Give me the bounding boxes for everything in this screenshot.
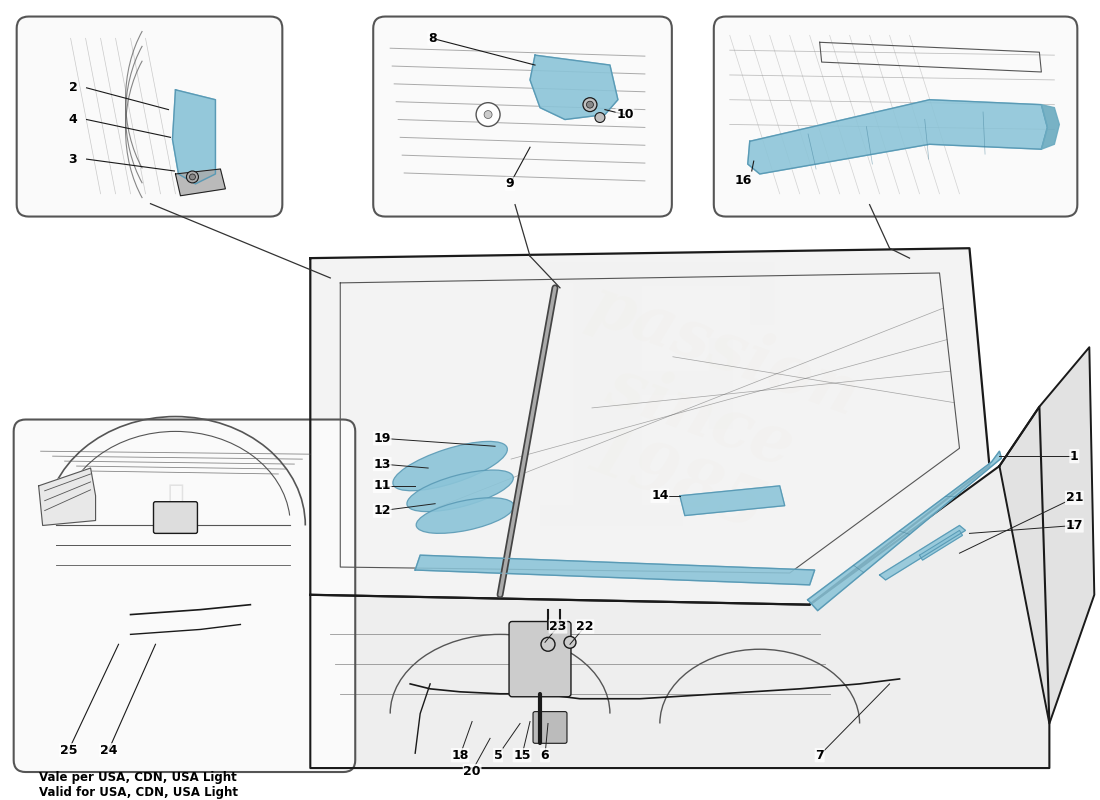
Text: 23: 23 [549, 620, 566, 633]
Circle shape [476, 102, 501, 126]
FancyBboxPatch shape [154, 502, 197, 534]
Circle shape [187, 171, 198, 183]
Text: 1: 1 [1070, 450, 1079, 462]
FancyBboxPatch shape [16, 17, 283, 217]
Polygon shape [176, 169, 226, 196]
Text: 18: 18 [451, 749, 469, 762]
Polygon shape [310, 406, 1049, 768]
Text: 10: 10 [616, 108, 634, 121]
FancyBboxPatch shape [13, 419, 355, 772]
FancyBboxPatch shape [373, 17, 672, 217]
FancyBboxPatch shape [534, 712, 566, 743]
Circle shape [189, 174, 196, 180]
Circle shape [541, 638, 556, 651]
Text: 8: 8 [428, 32, 437, 45]
Ellipse shape [393, 442, 507, 490]
Ellipse shape [416, 498, 514, 534]
Ellipse shape [407, 470, 514, 512]
FancyBboxPatch shape [509, 622, 571, 697]
Polygon shape [680, 486, 784, 515]
Text: 17: 17 [1066, 519, 1083, 532]
Polygon shape [1000, 347, 1094, 723]
Circle shape [583, 98, 597, 111]
Text: F: F [521, 251, 778, 602]
Polygon shape [920, 530, 962, 560]
Text: 6: 6 [541, 749, 549, 762]
Text: 12: 12 [374, 504, 390, 517]
Text: 7: 7 [815, 749, 824, 762]
Text: 13: 13 [374, 458, 390, 470]
Text: 14: 14 [651, 490, 669, 502]
Polygon shape [415, 555, 815, 585]
Text: 11: 11 [374, 479, 390, 492]
Polygon shape [748, 100, 1047, 174]
Polygon shape [310, 248, 989, 605]
Circle shape [586, 101, 593, 108]
Text: 15: 15 [514, 749, 531, 762]
Text: 20: 20 [463, 765, 481, 778]
Text: passion
since
1985: passion since 1985 [531, 272, 868, 562]
Polygon shape [39, 468, 96, 526]
Text: Valid for USA, CDN, USA Light: Valid for USA, CDN, USA Light [39, 786, 238, 799]
Text: 25: 25 [59, 744, 77, 757]
Text: Vale per USA, CDN, USA Light: Vale per USA, CDN, USA Light [39, 771, 236, 785]
Text: 21: 21 [1066, 491, 1083, 504]
Circle shape [564, 636, 576, 648]
Text: 4: 4 [68, 113, 77, 126]
Polygon shape [530, 55, 618, 119]
Circle shape [595, 113, 605, 122]
Polygon shape [880, 526, 966, 580]
Circle shape [484, 110, 492, 118]
Text: 9: 9 [506, 178, 515, 190]
Text: 16: 16 [735, 174, 752, 187]
Text: 3: 3 [68, 153, 77, 166]
Text: 19: 19 [374, 432, 390, 445]
Text: 2: 2 [68, 82, 77, 94]
Polygon shape [1042, 105, 1059, 150]
Text: 24: 24 [100, 744, 118, 757]
Text: 5: 5 [494, 749, 503, 762]
Polygon shape [807, 451, 1001, 610]
Text: 22: 22 [576, 620, 594, 633]
Polygon shape [173, 90, 216, 184]
FancyBboxPatch shape [714, 17, 1077, 217]
Text: 🐎: 🐎 [167, 482, 184, 510]
